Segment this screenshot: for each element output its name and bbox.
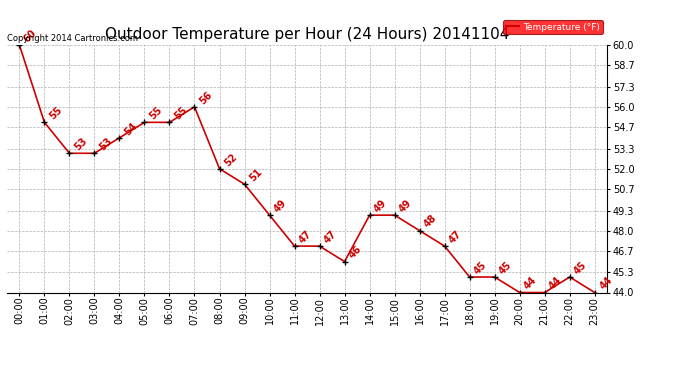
- Text: 53: 53: [97, 136, 114, 153]
- Text: 55: 55: [147, 105, 164, 122]
- Title: Outdoor Temperature per Hour (24 Hours) 20141104: Outdoor Temperature per Hour (24 Hours) …: [105, 27, 509, 42]
- Text: 47: 47: [447, 229, 464, 245]
- Text: 44: 44: [522, 275, 539, 292]
- Text: 60: 60: [22, 28, 39, 44]
- Text: 49: 49: [273, 198, 289, 214]
- Text: 45: 45: [573, 260, 589, 276]
- Text: 49: 49: [373, 198, 389, 214]
- Text: 44: 44: [598, 275, 614, 292]
- Text: 47: 47: [322, 229, 339, 245]
- Text: Copyright 2014 Cartronics.com: Copyright 2014 Cartronics.com: [7, 33, 138, 42]
- Text: 47: 47: [297, 229, 314, 245]
- Text: 54: 54: [122, 120, 139, 137]
- Text: 51: 51: [247, 167, 264, 183]
- Legend: Temperature (°F): Temperature (°F): [503, 20, 602, 34]
- Text: 45: 45: [473, 260, 489, 276]
- Text: 52: 52: [222, 152, 239, 168]
- Text: 55: 55: [47, 105, 63, 122]
- Text: 46: 46: [347, 244, 364, 261]
- Text: 45: 45: [497, 260, 514, 276]
- Text: 53: 53: [72, 136, 89, 153]
- Text: 55: 55: [172, 105, 189, 122]
- Text: 49: 49: [397, 198, 414, 214]
- Text: 44: 44: [547, 275, 564, 292]
- Text: 48: 48: [422, 213, 439, 230]
- Text: 56: 56: [197, 90, 214, 106]
